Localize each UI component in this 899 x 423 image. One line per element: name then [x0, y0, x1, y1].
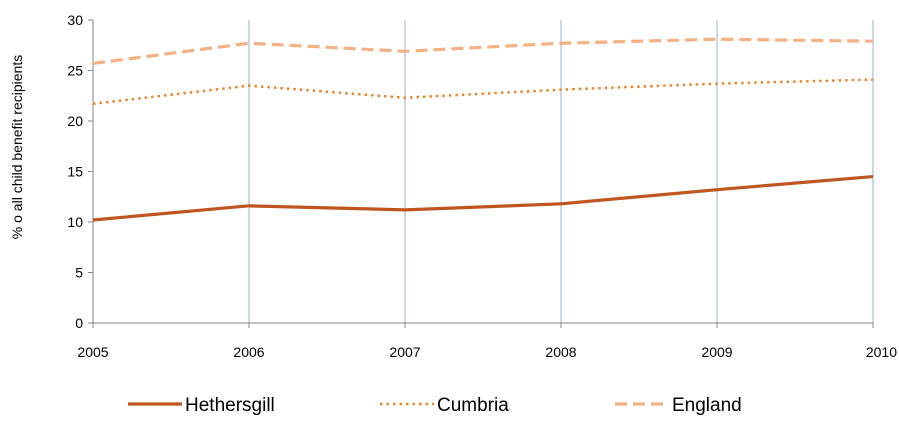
legend-label-hethersgill: Hethersgill	[185, 395, 275, 416]
x-tick-label: 2007	[389, 344, 420, 360]
x-tick-label: 2006	[233, 344, 264, 360]
series-line-england	[92, 37, 874, 66]
y-tick-label: 30	[67, 12, 83, 28]
x-tick-label: 2005	[77, 344, 108, 360]
series-line-hethersgill	[92, 174, 874, 222]
legend-label-england: England	[672, 395, 742, 416]
y-tick-label: 15	[67, 164, 83, 180]
series-lines	[92, 37, 874, 222]
y-tick-label: 10	[67, 214, 83, 230]
y-tick-label: 5	[75, 265, 83, 281]
y-tick-label: 20	[67, 113, 83, 129]
x-tick-label: 2010	[866, 344, 897, 360]
x-tick-label: 2008	[545, 344, 576, 360]
x-tick-label: 2009	[701, 344, 732, 360]
legend: Hethersgill Cumbria England	[128, 395, 742, 416]
legend-label-cumbria: Cumbria	[437, 395, 509, 416]
y-axis-label: % o all child benefit recipients	[9, 55, 25, 239]
y-tick-labels: 0 5 10 15 20 25 30	[67, 12, 83, 331]
series-line-cumbria	[92, 78, 874, 106]
y-tick-label: 25	[67, 63, 83, 79]
gridlines	[248, 20, 874, 323]
x-tick-labels: 2005 2006 2007 2008 2009 2010	[77, 344, 897, 360]
y-tick-label: 0	[75, 315, 83, 331]
axes	[88, 19, 874, 328]
